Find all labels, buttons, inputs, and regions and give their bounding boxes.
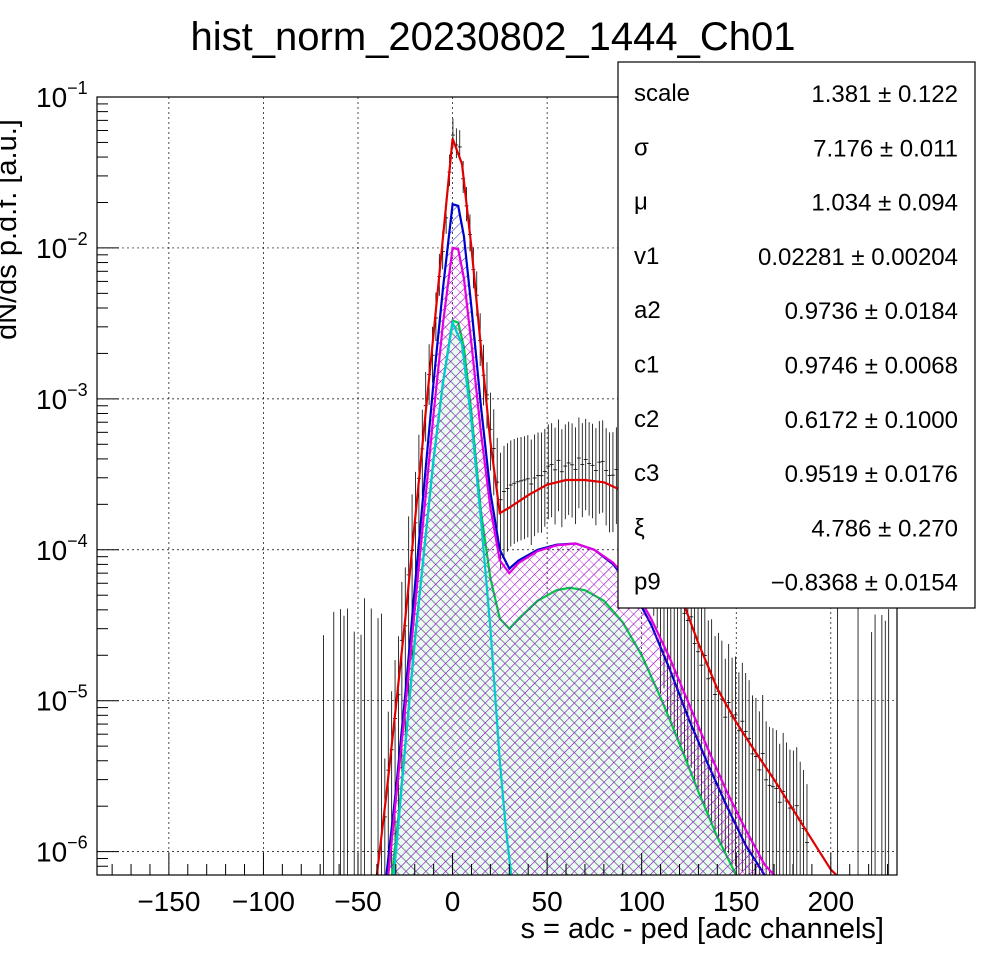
x-tick-label: −100 — [232, 886, 295, 917]
chart-title: hist_norm_20230802_1444_Ch01 — [191, 15, 796, 59]
axis-ticks — [97, 96, 889, 876]
y-tick-label: 10−5 — [36, 682, 88, 717]
fit-statistics-box: scale 1.381 ± 0.122 σ 7.176 ± 0.011 μ 1.034 ±… — [617, 61, 976, 609]
fit-param-name: c2 — [634, 406, 659, 433]
x-tick-label: −50 — [334, 886, 382, 917]
curve-component_magenta — [387, 246, 775, 875]
fit-param-value: 1.034 ± 0.094 — [811, 190, 958, 217]
x-tick-labels: −150 −100 −50 0 50 100 150 200 — [137, 886, 854, 917]
y-tick-label: 10−3 — [36, 380, 88, 415]
fit-param-value: 0.02281 ± 0.00204 — [758, 244, 958, 271]
fit-param-name: μ — [634, 189, 648, 216]
curve-total — [375, 138, 838, 875]
data-points — [323, 118, 890, 875]
fit-param-value: 0.9746 ± 0.0068 — [785, 353, 958, 380]
fit-param-name: c3 — [634, 460, 659, 487]
y-tick-labels: 10−6 10−5 10−4 10−3 10−2 10−1 — [36, 78, 88, 868]
fit-param-value: 4.786 ± 0.270 — [811, 515, 958, 542]
x-tick-label: −150 — [137, 886, 200, 917]
fit-param-value: 0.6172 ± 0.1000 — [785, 407, 958, 434]
fit-param-name: c1 — [634, 352, 659, 379]
fit-param-name: v1 — [634, 243, 659, 270]
x-tick-label: 200 — [807, 886, 854, 917]
fit-curves — [375, 138, 838, 875]
x-axis-label: s = adc - ped [adc channels] — [520, 913, 884, 945]
curve-component_cyan — [392, 318, 513, 875]
fit-param-value: 0.9736 ± 0.0184 — [785, 298, 958, 325]
fill-component_magenta — [388, 247, 775, 875]
y-tick-label: 10−2 — [36, 229, 88, 264]
fit-param-name: scale — [634, 80, 690, 107]
y-axis-label: dN/ds p.d.f. [a.u.] — [0, 119, 23, 340]
x-tick-label: 0 — [445, 886, 461, 917]
fit-param-name: p9 — [634, 569, 661, 596]
x-tick-label: 50 — [532, 886, 563, 917]
fit-param-name: a2 — [634, 297, 661, 324]
y-tick-label: 10−6 — [36, 833, 88, 868]
x-tick-label: 100 — [618, 886, 665, 917]
x-tick-label: 150 — [713, 886, 760, 917]
fit-param-value: −0.8368 ± 0.0154 — [771, 570, 958, 597]
fit-param-value: 7.176 ± 0.011 — [813, 135, 958, 162]
fit-param-name: σ — [634, 134, 649, 161]
y-tick-label: 10−1 — [36, 78, 88, 113]
y-tick-label: 10−4 — [36, 531, 88, 566]
fit-param-value: 0.9519 ± 0.0176 — [785, 461, 958, 488]
fit-param-name: ξ — [634, 514, 645, 541]
fit-param-value: 1.381 ± 0.122 — [811, 81, 958, 108]
